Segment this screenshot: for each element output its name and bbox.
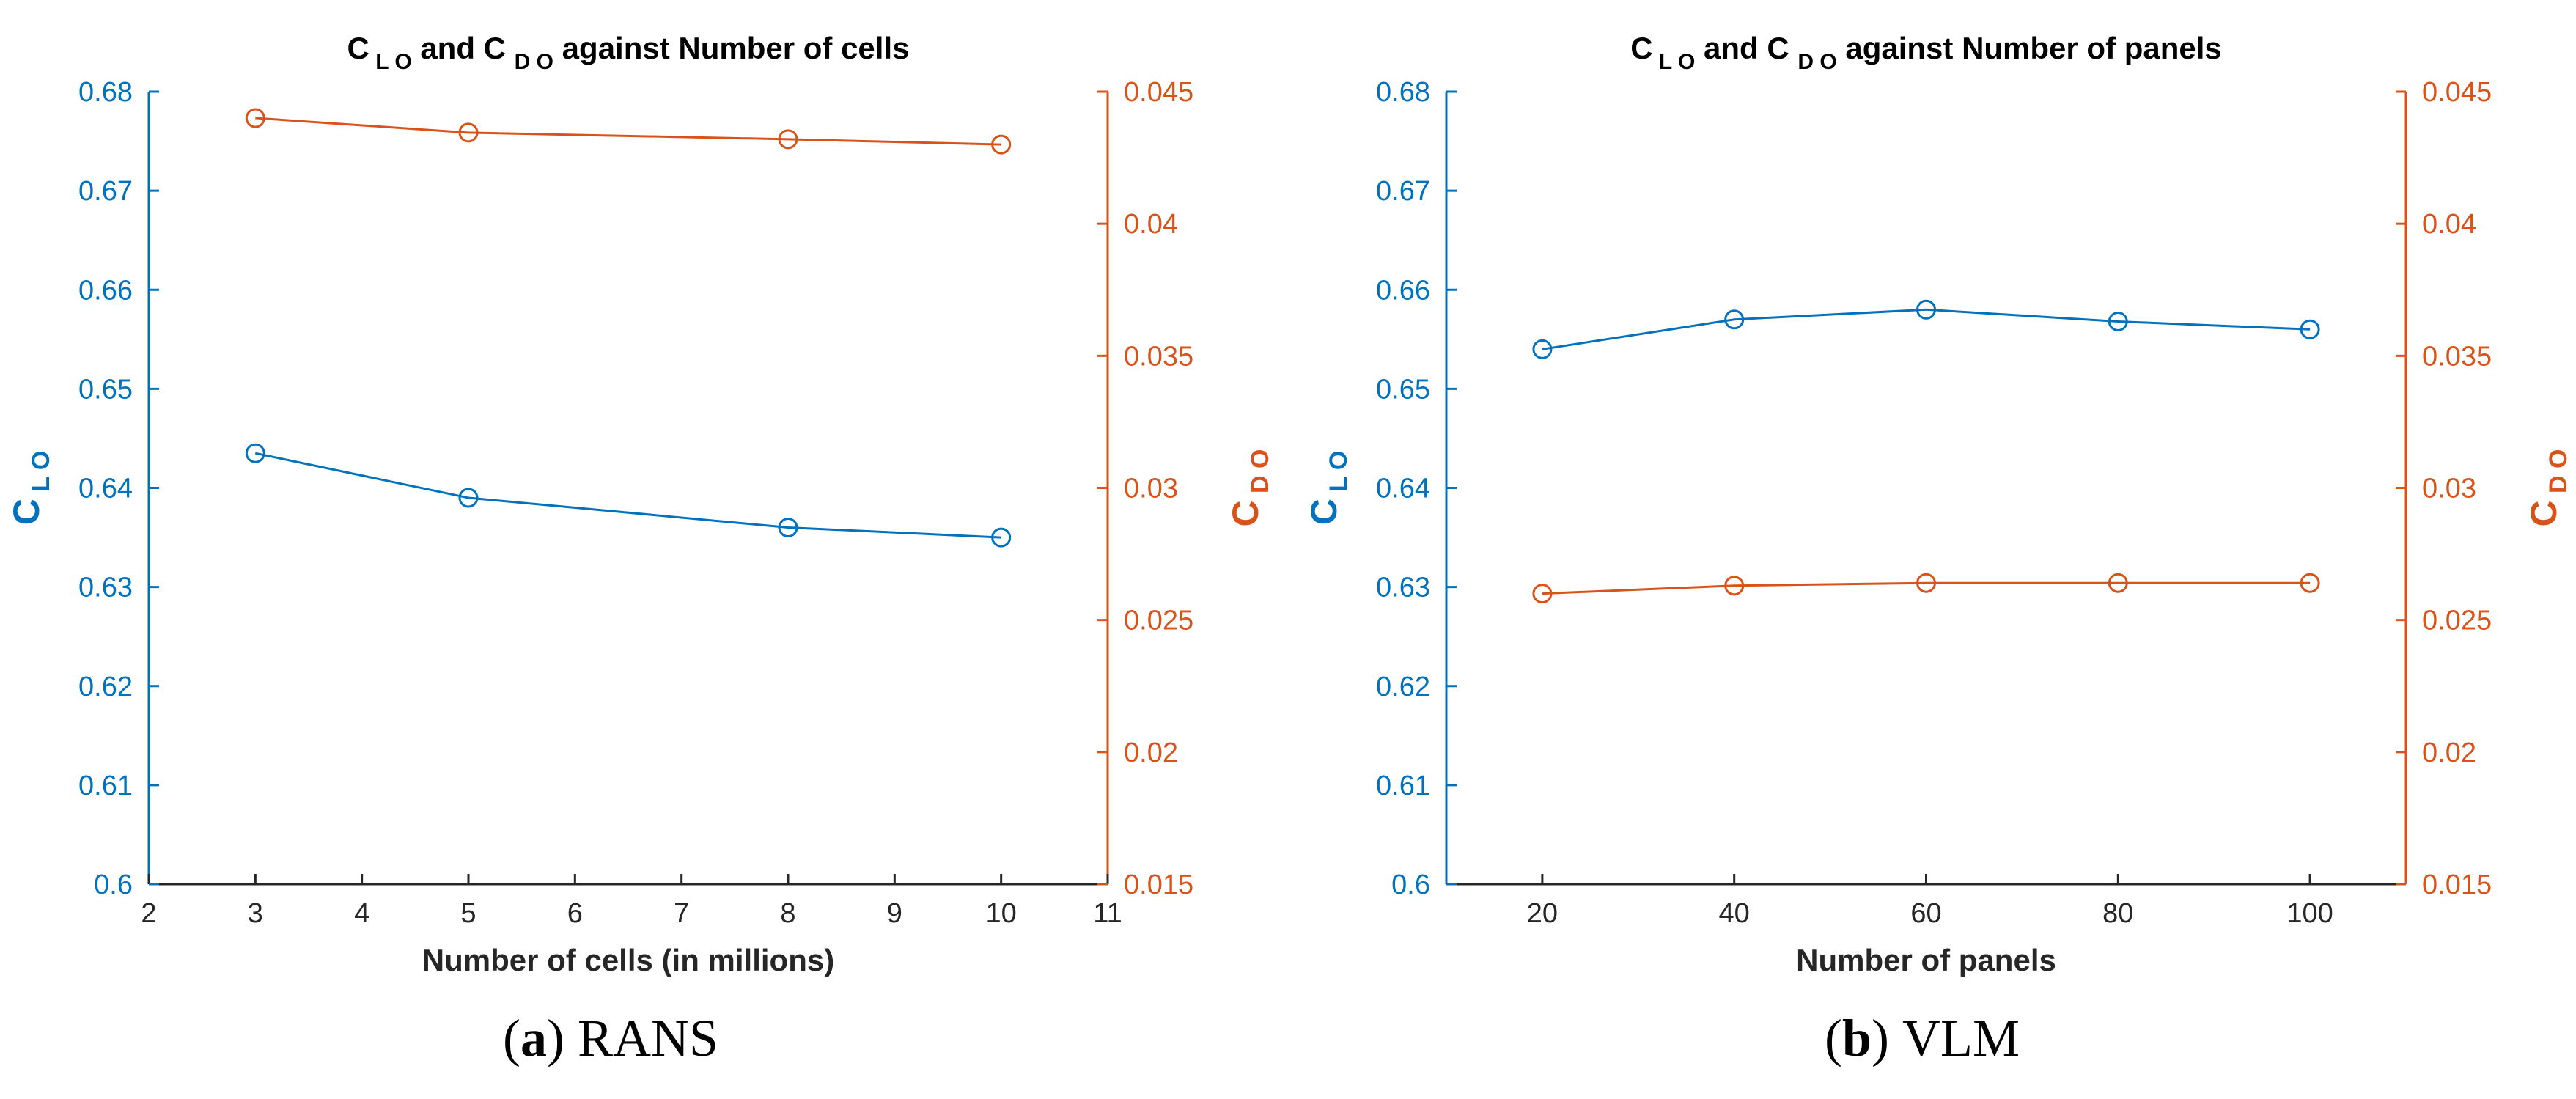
left-series-point	[458, 488, 479, 508]
left-series-point	[1724, 309, 1745, 330]
left-series-line	[1542, 308, 2311, 350]
left-series-point	[778, 518, 798, 538]
left-y-tick-label: 0.68	[1376, 77, 1430, 108]
x-axis-label: Number of panels	[1796, 943, 2056, 977]
left-series-point	[1916, 299, 1936, 320]
left-y-tick-label: 0.64	[1376, 474, 1430, 504]
left-y-tick-label: 0.64	[78, 474, 133, 504]
x-tick-label: 40	[1719, 898, 1750, 929]
x-tick-label: 10	[986, 898, 1017, 929]
caption-a: (a) RANS	[502, 1009, 719, 1067]
left-y-tick-label: 0.67	[78, 176, 133, 207]
left-y-tick-label: 0.65	[78, 374, 133, 405]
right-series-point	[1724, 576, 1745, 596]
x-tick-label: 80	[2102, 898, 2133, 929]
right-y-tick-label: 0.045	[2422, 77, 2492, 108]
x-tick-label: 4	[354, 898, 369, 929]
x-tick-label: 6	[567, 898, 583, 929]
right-y-tick-label: 0.03	[1124, 474, 1178, 504]
right-y-tick-label: 0.04	[2422, 209, 2476, 240]
chart-title: C L O and C D O against Number of cells	[347, 31, 910, 74]
right-series-point	[458, 122, 479, 143]
x-tick-label: 3	[248, 898, 263, 929]
caption-b-text: VLM	[1902, 1009, 2020, 1067]
x-tick-label: 11	[1093, 898, 1122, 929]
left-series-point	[991, 527, 1012, 548]
x-tick-label: 100	[2286, 898, 2333, 929]
caption-a-letter: a	[520, 1009, 547, 1067]
left-y-tick-label: 0.61	[1376, 771, 1430, 801]
right-y-axis-label: C D O	[2523, 449, 2572, 526]
right-y-tick-label: 0.03	[2422, 474, 2476, 504]
caption-b-letter: b	[1841, 1009, 1872, 1067]
caption-a-text: RANS	[577, 1009, 719, 1067]
left-y-tick-label: 0.63	[78, 573, 133, 603]
right-series-point	[1916, 573, 1936, 593]
left-series-point	[1532, 339, 1553, 359]
chart-panel-b: 20 40 60 80 100 0.6 0.61 0.62 0.63 0.64 0.65 0.66 0.…	[1303, 31, 2572, 977]
left-y-tick-label: 0.65	[1376, 374, 1430, 405]
right-series-point	[245, 108, 265, 128]
chart-title: C L O and C D O against Number of panels	[1630, 31, 2222, 74]
right-y-tick-label: 0.035	[1124, 341, 1193, 372]
left-y-tick-label: 0.62	[1376, 672, 1430, 702]
chart-panel-a: 2 3 4 5 6 7 8 9 10 11 0.6 0.61 0.62 0.63 0.64 0.65 0.66 0…	[6, 31, 1274, 977]
right-series-point	[1532, 584, 1553, 604]
left-y-tick-label: 0.68	[78, 77, 133, 108]
left-y-tick-label: 0.62	[78, 672, 133, 702]
right-y-tick-label: 0.015	[2422, 870, 2492, 900]
x-tick-label: 60	[1910, 898, 1941, 929]
left-series-point	[245, 443, 265, 463]
x-tick-label: 2	[141, 898, 156, 929]
left-y-tick-label: 0.6	[1391, 870, 1430, 900]
x-axis-label: Number of cells (in millions)	[422, 943, 834, 977]
x-tick-label: 7	[674, 898, 689, 929]
left-y-tick-label: 0.66	[78, 275, 133, 306]
right-y-axis-label: C D O	[1225, 449, 1274, 526]
right-y-tick-label: 0.025	[2422, 606, 2492, 636]
right-y-tick-label: 0.035	[2422, 341, 2492, 372]
left-y-tick-label: 0.66	[1376, 275, 1430, 306]
right-y-tick-label: 0.045	[1124, 77, 1193, 108]
x-tick-label: 20	[1527, 898, 1558, 929]
right-series-point	[2300, 573, 2320, 593]
left-series-line	[254, 452, 1001, 539]
x-tick-label: 9	[887, 898, 902, 929]
left-series-point	[2108, 311, 2128, 331]
right-y-tick-label: 0.015	[1124, 870, 1193, 900]
left-y-tick-label: 0.63	[1376, 573, 1430, 603]
left-y-axis-label: C L O	[6, 451, 55, 526]
left-y-axis-label: C L O	[1303, 451, 1353, 526]
left-y-tick-label: 0.6	[94, 870, 133, 900]
left-y-tick-label: 0.67	[1376, 176, 1430, 207]
right-y-tick-label: 0.04	[1124, 209, 1178, 240]
right-series-point	[991, 134, 1012, 155]
x-tick-label: 5	[460, 898, 476, 929]
right-y-tick-label: 0.025	[1124, 606, 1193, 636]
right-y-tick-label: 0.02	[1124, 738, 1178, 768]
x-tick-label: 8	[780, 898, 795, 929]
right-series-point	[2108, 573, 2128, 593]
right-series-line	[255, 117, 1001, 146]
caption-b: (b) VLM	[1824, 1009, 2020, 1067]
right-series-line	[1542, 581, 2311, 595]
right-series-point	[778, 129, 798, 150]
right-y-tick-label: 0.02	[2422, 738, 2476, 768]
left-series-point	[2300, 319, 2320, 339]
left-y-tick-label: 0.61	[78, 771, 133, 801]
